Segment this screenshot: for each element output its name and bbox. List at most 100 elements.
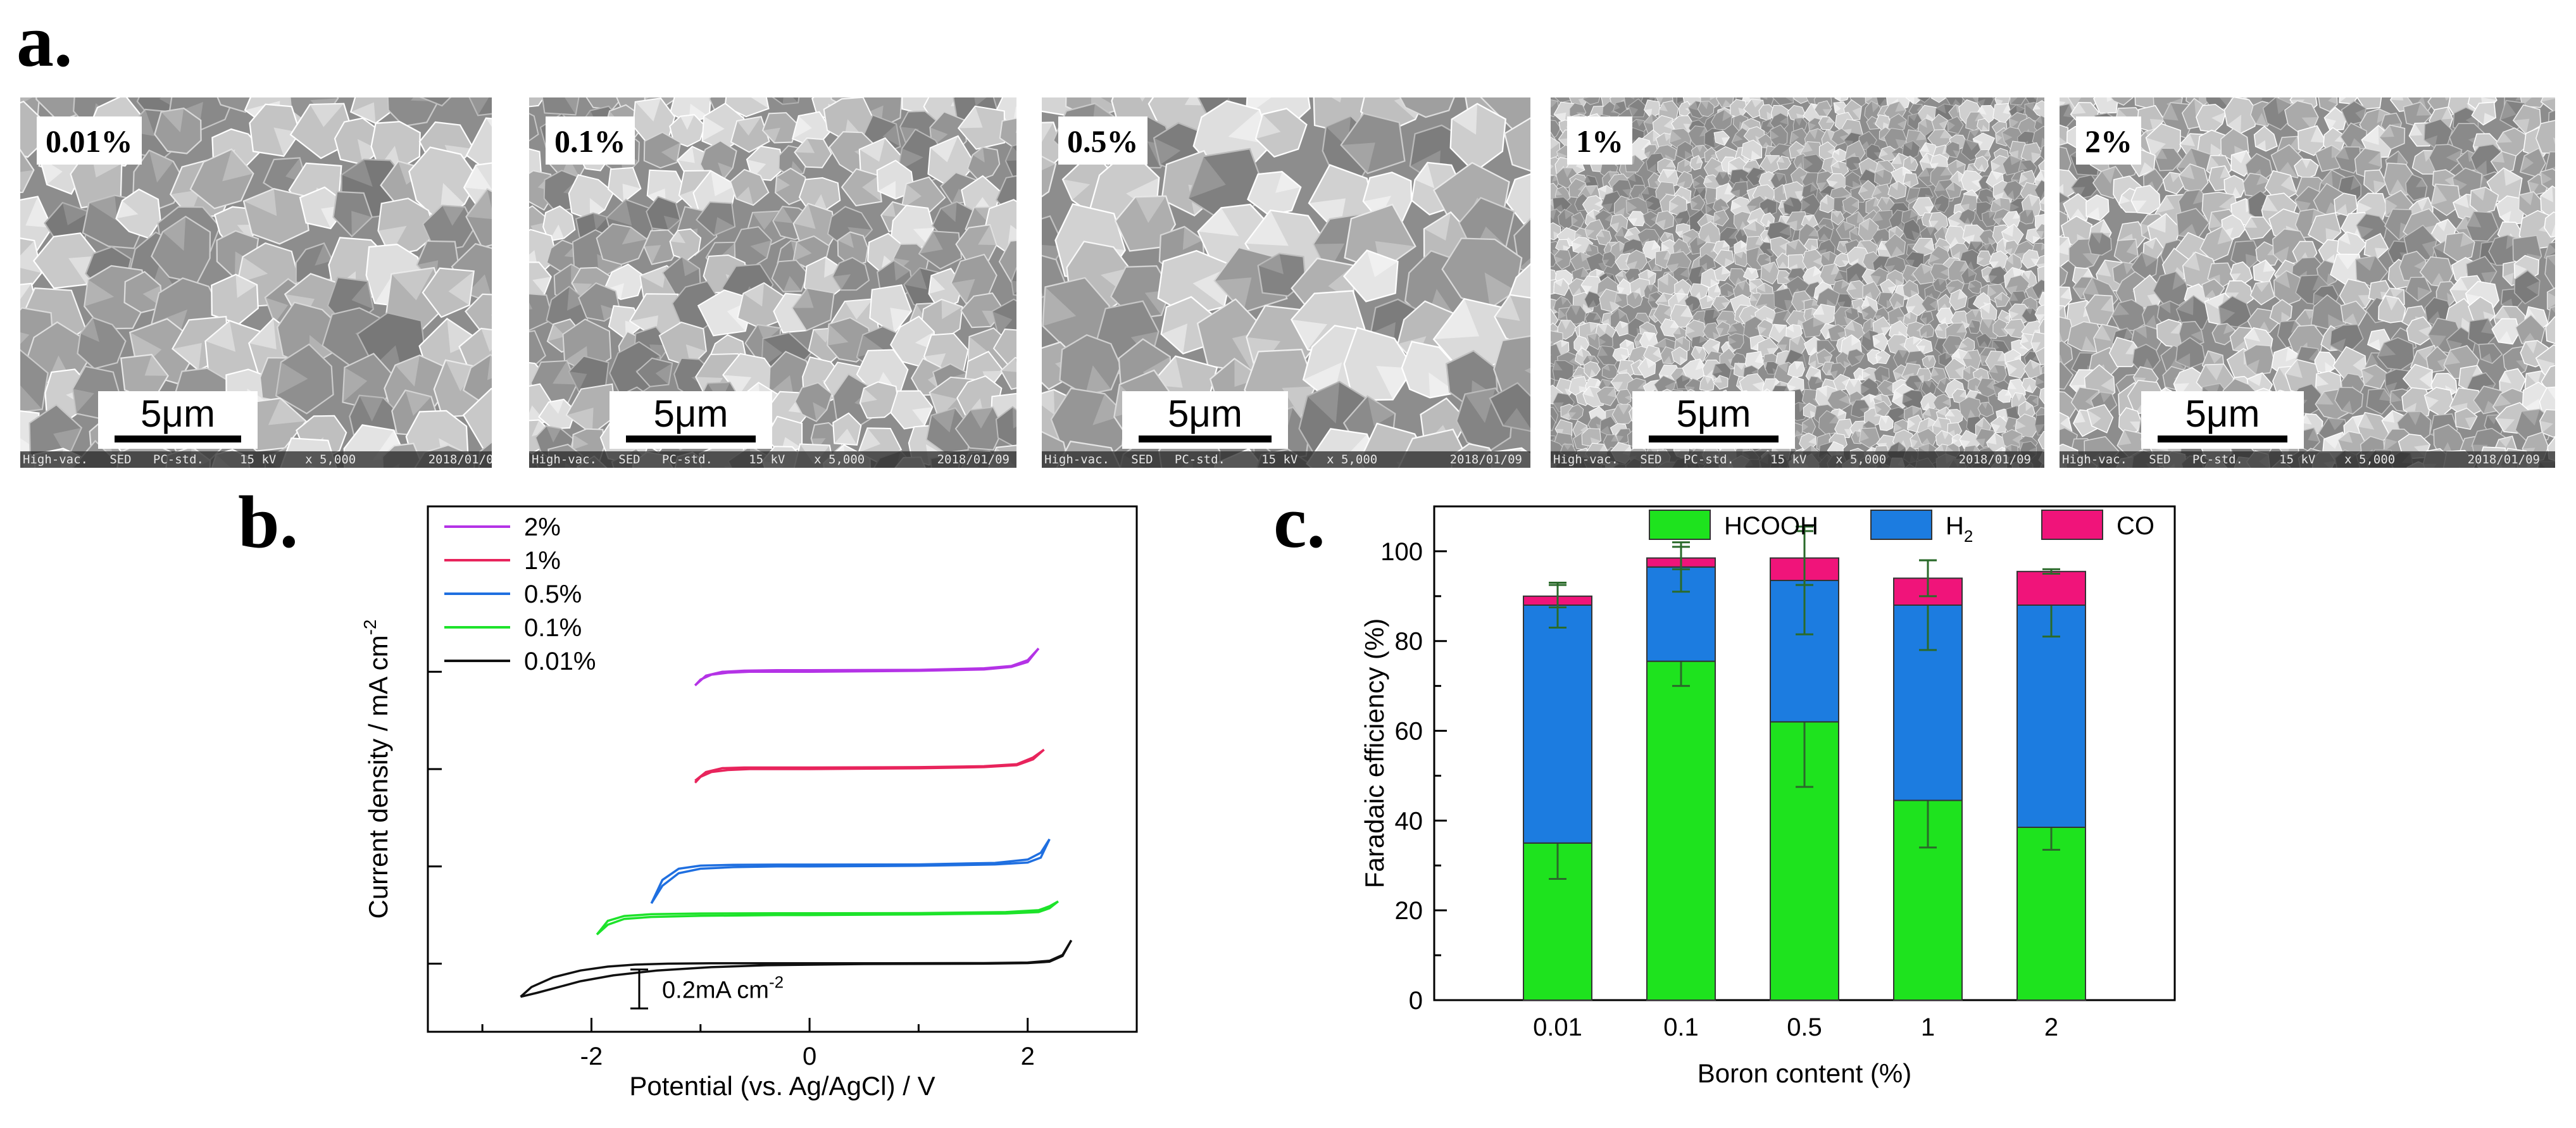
sem-image-4: 1% 5μm High-vac. SED PC-std. 15 kV x 5,000… (1551, 97, 2044, 468)
legend-label: 0.5% (524, 580, 582, 608)
scale-bar: 5μm (1122, 391, 1288, 449)
faradaic-efficiency-chart: 0 20 40 60 80 100 Boron content (%) Faradaic ef… (1360, 505, 2176, 1088)
sem-boron-label: 2% (2076, 116, 2141, 165)
bar-h2-0.01 (1523, 605, 1592, 844)
error-bar (2042, 568, 2060, 575)
cv-curve-reverse (650, 838, 1051, 904)
cv-series-0p1pct (596, 900, 1059, 936)
bar-h2-2 (2016, 605, 2086, 828)
legend-label-text: CO (2116, 512, 2154, 540)
error-bar (1549, 584, 1566, 609)
legend-swatch (1870, 510, 1932, 540)
legend-swatch (2041, 510, 2103, 540)
bar-co-2 (2016, 570, 2086, 606)
y-axis-label: Faradaic efficiency (%) (1360, 618, 1389, 888)
scale-bar-label-sup: -2 (769, 972, 784, 991)
y-tick-label: 40 (1395, 807, 1423, 835)
cv-series-2pct (694, 648, 1040, 687)
cv-series-0p5pct (650, 838, 1051, 905)
y-tick-label: 60 (1395, 718, 1423, 746)
scale-bar-label-text: 0.2mA cm (662, 977, 769, 1003)
legend-label: CO (2116, 512, 2154, 540)
legend-label-text: HCOOH (1724, 512, 1818, 540)
sem-image-1: 0.01% 5μm High-vac. SED PC-std. 15 kV x 5,… (20, 97, 492, 468)
scale-bar-label: 5μm (1168, 392, 1242, 435)
x-tick-label: 1 (1921, 1013, 1935, 1041)
sem-info-footer: High-vac. SED PC-std. 15 kV x 5,000 2018… (1551, 451, 2044, 468)
legend-swatch (1649, 510, 1711, 540)
legend-label: H2 (1946, 512, 1973, 546)
y-tick-label: 80 (1395, 628, 1423, 656)
scale-bar-label: 5μm (653, 392, 728, 435)
scale-bar-line (626, 436, 756, 442)
y-axis-label-text: Current density / mA cm (363, 635, 393, 918)
scale-bar-line (2158, 436, 2287, 442)
legend-label: HCOOH (1724, 512, 1818, 540)
x-tick-label: -2 (580, 1043, 603, 1070)
x-tick-label: 2 (2044, 1013, 2058, 1041)
cv-curve-forward (520, 939, 1073, 998)
legend-label: 0.1% (524, 614, 582, 642)
scale-bar-label: 5μm (141, 392, 215, 435)
panel-label-a: a. (16, 0, 73, 82)
legend-label-text: H (1946, 512, 1964, 540)
bar-hcooh-0.1 (1646, 660, 1716, 1001)
x-axis-label: Potential (vs. Ag/AgCl) / V (629, 1071, 935, 1101)
x-axis-label: Boron content (%) (1698, 1058, 1912, 1088)
cv-curve-forward (596, 900, 1059, 936)
scale-bar: 5μm (1632, 391, 1795, 449)
error-bar (1796, 530, 1813, 586)
scale-bar-label: 0.2mA cm-2 (662, 972, 784, 1003)
sem-info-footer: High-vac. SED PC-std. 15 kV x 5,000 2018… (529, 451, 1016, 468)
x-tick-label: 0.1 (1663, 1013, 1699, 1041)
error-bar (1672, 546, 1690, 570)
x-tick-label: 0.5 (1787, 1013, 1822, 1041)
x-tick-label: 0 (803, 1043, 816, 1070)
cv-curve-reverse (694, 648, 1040, 687)
cv-curve-forward (694, 648, 1040, 686)
cv-curve-reverse (694, 748, 1045, 782)
y-tick-label: 0 (1409, 987, 1423, 1015)
y-axis-label-sup: -2 (360, 619, 380, 635)
x-tick-label: 0.01 (1533, 1013, 1582, 1041)
panel-label-c: c. (1273, 480, 1325, 563)
scale-bar-label: 5μm (1676, 392, 1751, 435)
scale-bar-line (1139, 436, 1272, 442)
sem-image-2: 0.1% 5μm High-vac. SED PC-std. 15 kV x 5,0… (529, 97, 1016, 468)
error-bar (1919, 559, 1937, 598)
legend-label: 0.01% (524, 648, 596, 675)
cv-chart: -2 0 2 Potential (vs. Ag/AgCl) / V Current d… (360, 505, 1138, 1101)
y-axis-label: Current density / mA cm-2 (360, 619, 393, 918)
scale-bar: 5μm (610, 391, 772, 449)
scale-bar-label: 5μm (2185, 392, 2260, 435)
y-tick-label: 20 (1395, 897, 1423, 925)
scale-bar-line (115, 436, 241, 442)
sem-boron-label: 0.5% (1058, 116, 1147, 165)
cv-series-1pct (694, 748, 1045, 784)
sem-texture (1042, 97, 1530, 468)
cv-series-0p01pct (520, 939, 1073, 998)
sem-boron-label: 0.01% (37, 116, 142, 165)
legend-label: 1% (524, 547, 561, 575)
sem-image-3: 0.5% 5μm High-vac. SED PC-std. 15 kV x 5,0… (1042, 97, 1530, 468)
sem-info-footer: High-vac. SED PC-std. 15 kV x 5,000 2018… (2060, 451, 2555, 468)
sem-info-footer: High-vac. SED PC-std. 15 kV x 5,000 2018… (1042, 451, 1530, 468)
legend-label-sub: 2 (1964, 527, 1973, 546)
cv-curve-reverse (520, 939, 1073, 998)
sem-boron-label: 1% (1567, 116, 1632, 165)
x-tick-label: 2 (1021, 1043, 1035, 1070)
scale-bar-line (1649, 436, 1779, 442)
y-tick-label: 100 (1380, 538, 1423, 566)
scale-bar: 5μm (98, 391, 258, 449)
legend-label: 2% (524, 513, 561, 541)
cv-curve-reverse (596, 900, 1059, 936)
current-scale-bar: 0.2mA cm-2 (630, 968, 784, 1010)
sem-image-5: 2% 5μm High-vac. SED PC-std. 15 kV x 5,000… (2060, 97, 2555, 468)
sem-boron-label: 0.1% (546, 116, 635, 165)
panel-label-b: b. (238, 480, 299, 563)
sem-texture (529, 97, 1016, 468)
cv-curve-forward (650, 838, 1051, 905)
sem-info-footer: High-vac. SED PC-std. 15 kV x 5,000 2018… (20, 451, 492, 468)
bar-hcooh-2 (2016, 827, 2086, 1001)
scale-bar: 5μm (2141, 391, 2304, 449)
